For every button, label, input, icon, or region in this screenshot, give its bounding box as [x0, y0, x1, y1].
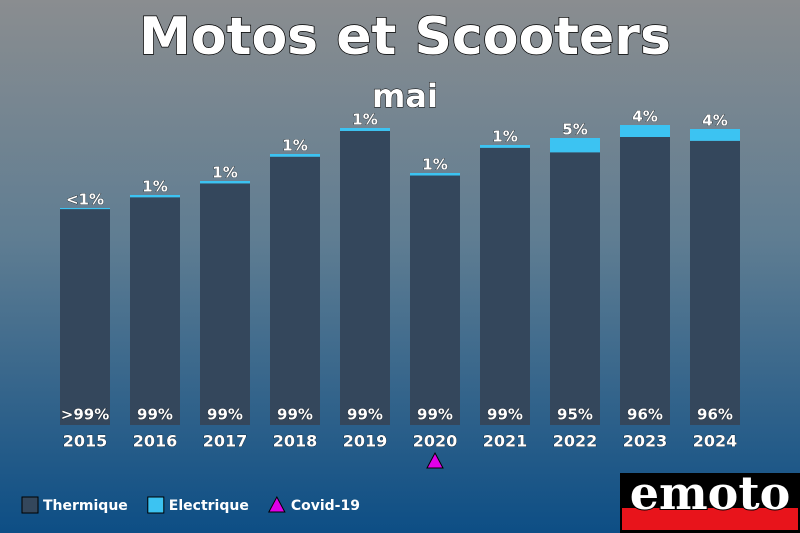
logo-band	[622, 508, 798, 530]
value-label: 1%	[282, 137, 307, 155]
value-label: 4%	[702, 112, 727, 130]
value-label: 99%	[417, 406, 453, 424]
annotation-marker	[426, 451, 444, 469]
legend-swatch	[147, 496, 165, 514]
bar-segment	[410, 173, 460, 176]
value-label: >99%	[61, 406, 109, 424]
value-label: 1%	[352, 111, 377, 129]
x-tick-label: 2019	[343, 432, 388, 451]
x-tick-label: 2021	[483, 432, 528, 451]
legend-swatch	[268, 495, 286, 513]
value-label: 1%	[142, 178, 167, 196]
bar-segment	[340, 128, 390, 131]
value-label: 99%	[137, 406, 173, 424]
legend-label: Thermique	[43, 498, 128, 514]
x-tick-label: 2020	[413, 432, 458, 451]
x-tick-label: 2022	[553, 432, 598, 451]
value-label: 1%	[422, 156, 447, 174]
bar-segment	[480, 145, 530, 148]
bar-segment	[550, 138, 600, 153]
bar-segment	[60, 209, 110, 425]
legend-label: Covid-19	[291, 498, 360, 514]
value-label: 99%	[277, 406, 313, 424]
value-label: 99%	[347, 406, 383, 424]
logo-text: emoto	[630, 466, 791, 520]
x-tick-label: 2016	[133, 432, 178, 451]
bar-segment	[270, 156, 320, 425]
bar-segment	[480, 147, 530, 426]
bar-segment	[410, 175, 460, 425]
bar-segment	[690, 129, 740, 141]
x-tick-label: 2024	[693, 432, 738, 451]
value-label: 5%	[562, 121, 587, 139]
bar-segment	[200, 181, 250, 184]
value-label: 4%	[632, 108, 657, 126]
value-label: 96%	[697, 406, 733, 424]
bar-segment	[550, 152, 600, 425]
value-label: <1%	[66, 191, 104, 209]
bar-segment	[690, 140, 740, 425]
chart-title: Motos et Scooters	[139, 7, 671, 67]
value-label: 1%	[212, 164, 237, 182]
x-tick-label: 2017	[203, 432, 248, 451]
x-tick-label: 2018	[273, 432, 318, 451]
legend-label: Electrique	[169, 498, 249, 514]
logo: emoto	[620, 465, 800, 533]
x-tick-label: 2015	[63, 432, 108, 451]
value-label: 99%	[207, 406, 243, 424]
bar-segment	[200, 183, 250, 425]
bar-segment	[60, 208, 110, 210]
legend-swatch	[21, 496, 39, 514]
value-label: 95%	[557, 406, 593, 424]
bar-segment	[130, 195, 180, 198]
bar-segment	[130, 197, 180, 425]
bar-segment	[270, 154, 320, 157]
x-tick-label: 2023	[623, 432, 668, 451]
bar-segment	[340, 130, 390, 425]
bar-segment	[620, 137, 670, 425]
chart-subtitle: mai	[372, 77, 438, 115]
value-label: 96%	[627, 406, 663, 424]
bar-segment	[620, 125, 670, 137]
value-label: 1%	[492, 128, 517, 146]
value-label: 99%	[487, 406, 523, 424]
